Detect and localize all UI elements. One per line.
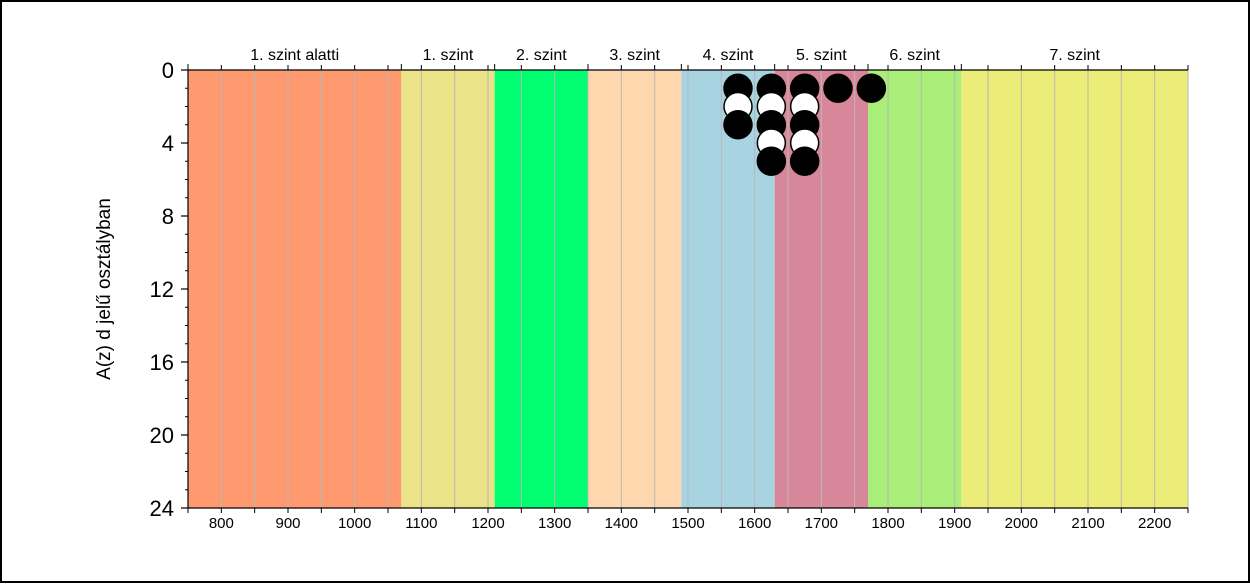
x-tick-label: 2100 bbox=[1071, 515, 1104, 532]
y-tick-label: 0 bbox=[162, 58, 174, 83]
y-tick-label: 12 bbox=[150, 277, 174, 302]
x-tick-label: 1600 bbox=[738, 515, 771, 532]
x-tick-label: 1700 bbox=[805, 515, 838, 532]
level-labels: 1. szint alatti 1. szint 2. szint 3. szint 4… bbox=[250, 47, 1100, 64]
level-band bbox=[494, 70, 588, 508]
data-point bbox=[756, 146, 787, 176]
level-band bbox=[588, 70, 682, 508]
data-point bbox=[823, 73, 853, 103]
x-tick-label: 1000 bbox=[338, 515, 371, 532]
data-point bbox=[789, 146, 820, 176]
level-band bbox=[401, 70, 495, 508]
level-label: 6. szint bbox=[889, 47, 940, 64]
y-tick-label: 16 bbox=[150, 350, 174, 375]
level-label: 2. szint bbox=[516, 47, 567, 64]
x-tick-label: 1200 bbox=[471, 515, 504, 532]
level-band bbox=[188, 70, 402, 508]
x-tick-label: 2200 bbox=[1138, 515, 1171, 532]
level-label: 5. szint bbox=[796, 47, 847, 64]
level-label: 1. szint alatti bbox=[250, 47, 339, 64]
x-tick-label: 1400 bbox=[605, 515, 638, 532]
level-label: 3. szint bbox=[609, 47, 660, 64]
y-tick-label: 4 bbox=[162, 131, 174, 156]
level-band bbox=[961, 70, 1188, 508]
level-band bbox=[868, 70, 962, 508]
level-label: 1. szint bbox=[423, 47, 474, 64]
x-tick-label: 1900 bbox=[938, 515, 971, 532]
axes: 800 900 1000 1100 1200 1300 1400 1500 1600 1700 18… bbox=[150, 58, 1189, 532]
level-label: 7. szint bbox=[1049, 47, 1100, 64]
level-bands bbox=[188, 70, 1188, 508]
level-label: 4. szint bbox=[703, 47, 754, 64]
data-point bbox=[723, 110, 753, 140]
x-tick-label: 1300 bbox=[538, 515, 571, 532]
data-points bbox=[723, 73, 887, 176]
y-tick-label: 8 bbox=[162, 204, 174, 229]
y-axis-label: A(z) d jelű osztályban bbox=[94, 198, 115, 380]
x-tick-label: 1500 bbox=[671, 515, 704, 532]
x-tick-label: 800 bbox=[209, 515, 234, 532]
x-tick-label: 2000 bbox=[1005, 515, 1038, 532]
x-tick-label: 1100 bbox=[405, 515, 437, 532]
y-tick-label: 20 bbox=[150, 423, 174, 448]
x-tick-label: 900 bbox=[275, 515, 300, 532]
y-tick-label: 24 bbox=[150, 496, 174, 521]
x-tick-label: 1800 bbox=[871, 515, 904, 532]
data-point bbox=[856, 73, 887, 103]
